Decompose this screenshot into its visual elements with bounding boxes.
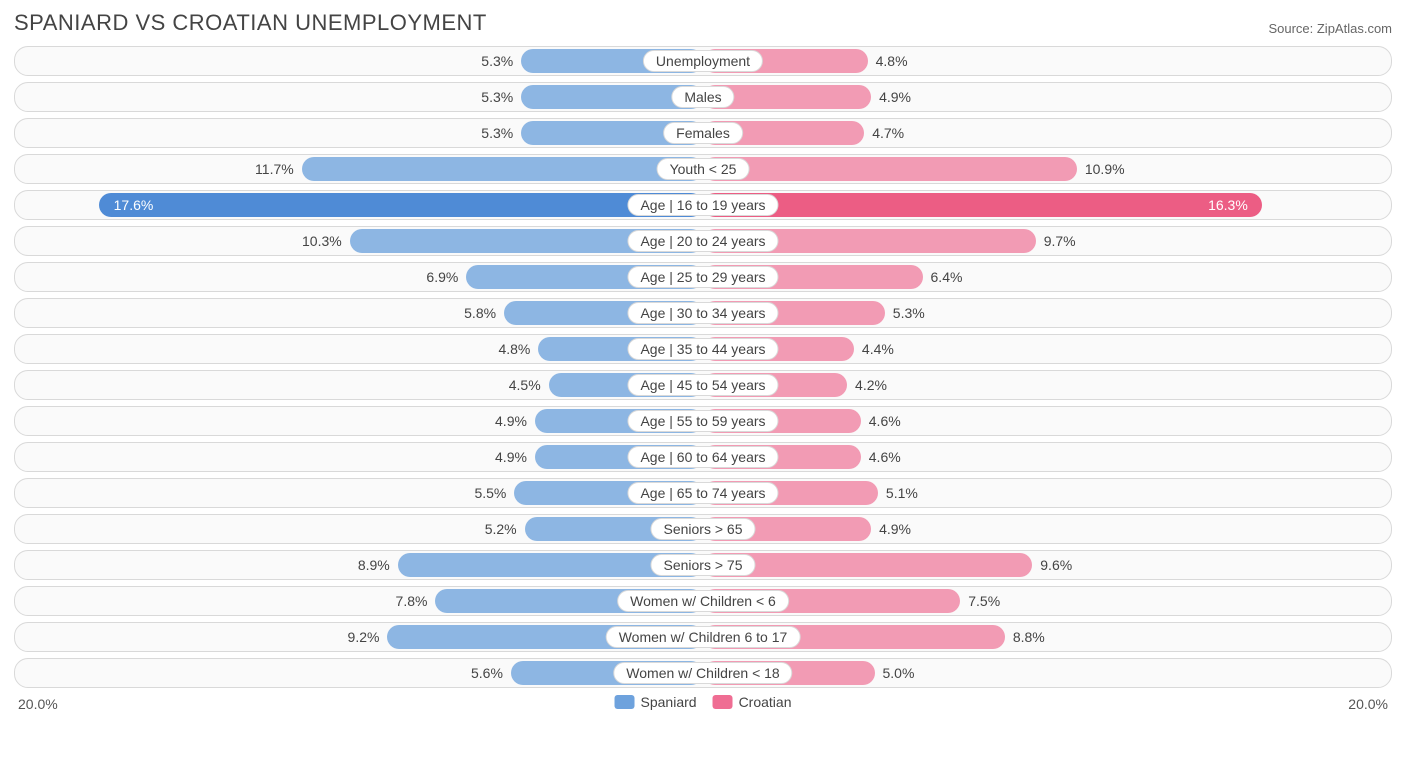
category-label: Age | 20 to 24 years <box>627 230 778 252</box>
chart-row: 7.8% 7.5% Women w/ Children < 6 <box>14 586 1392 616</box>
chart-row: 5.5% 5.1% Age | 65 to 74 years <box>14 478 1392 508</box>
value-right: 9.7% <box>1044 229 1076 253</box>
legend-item-left: Spaniard <box>615 694 697 710</box>
value-right: 4.7% <box>872 121 904 145</box>
value-right: 5.1% <box>886 481 918 505</box>
value-left: 5.3% <box>481 121 513 145</box>
legend-label-right: Croatian <box>739 694 792 710</box>
category-label: Women w/ Children < 6 <box>617 590 789 612</box>
value-left: 5.6% <box>471 661 503 685</box>
value-right: 9.6% <box>1040 553 1072 577</box>
category-label: Age | 60 to 64 years <box>627 446 778 468</box>
value-right: 4.8% <box>876 49 908 73</box>
category-label: Age | 30 to 34 years <box>627 302 778 324</box>
axis-max-left: 20.0% <box>18 696 58 712</box>
value-left: 5.3% <box>481 85 513 109</box>
chart-row: 9.2% 8.8% Women w/ Children 6 to 17 <box>14 622 1392 652</box>
source-label: Source: ZipAtlas.com <box>1268 21 1392 36</box>
value-left: 11.7% <box>255 157 294 181</box>
value-right: 4.6% <box>869 409 901 433</box>
value-left: 4.5% <box>509 373 541 397</box>
butterfly-chart: 5.3% 4.8% Unemployment 5.3% 4.9% Males 5.3% 4.7… <box>14 46 1392 688</box>
value-right: 6.4% <box>931 265 963 289</box>
value-right: 8.8% <box>1013 625 1045 649</box>
chart-row: 5.8% 5.3% Age | 30 to 34 years <box>14 298 1392 328</box>
value-right: 5.3% <box>893 301 925 325</box>
chart-row: 5.2% 4.9% Seniors > 65 <box>14 514 1392 544</box>
header: SPANIARD VS CROATIAN UNEMPLOYMENT Source… <box>14 10 1392 36</box>
value-left: 4.9% <box>495 409 527 433</box>
category-label: Age | 55 to 59 years <box>627 410 778 432</box>
category-label: Females <box>663 122 743 144</box>
bar-left <box>302 157 703 181</box>
chart-row: 17.6% 16.3% Age | 16 to 19 years <box>14 190 1392 220</box>
chart-row: 4.9% 4.6% Age | 60 to 64 years <box>14 442 1392 472</box>
legend-swatch-left <box>615 695 635 709</box>
chart-row: 6.9% 6.4% Age | 25 to 29 years <box>14 262 1392 292</box>
value-left: 5.3% <box>481 49 513 73</box>
chart-row: 8.9% 9.6% Seniors > 75 <box>14 550 1392 580</box>
chart-row: 5.6% 5.0% Women w/ Children < 18 <box>14 658 1392 688</box>
value-left: 7.8% <box>396 589 428 613</box>
chart-row: 4.5% 4.2% Age | 45 to 54 years <box>14 370 1392 400</box>
category-label: Women w/ Children < 18 <box>613 662 792 684</box>
category-label: Youth < 25 <box>657 158 750 180</box>
chart-row: 5.3% 4.9% Males <box>14 82 1392 112</box>
category-label: Unemployment <box>643 50 763 72</box>
value-right: 4.4% <box>862 337 894 361</box>
value-left: 5.8% <box>464 301 496 325</box>
value-left: 4.9% <box>495 445 527 469</box>
legend: Spaniard Croatian <box>615 694 792 710</box>
bar-left <box>99 193 703 217</box>
value-right: 10.9% <box>1085 157 1125 181</box>
category-label: Age | 25 to 29 years <box>627 266 778 288</box>
category-label: Age | 16 to 19 years <box>627 194 778 216</box>
category-label: Age | 65 to 74 years <box>627 482 778 504</box>
category-label: Age | 35 to 44 years <box>627 338 778 360</box>
value-right: 4.9% <box>879 517 911 541</box>
chart-footer: 20.0% Spaniard Croatian 20.0% <box>14 694 1392 720</box>
value-left: 8.9% <box>358 553 390 577</box>
value-right: 16.3% <box>1208 193 1248 217</box>
value-left: 6.9% <box>426 265 458 289</box>
category-label: Males <box>671 86 734 108</box>
page: SPANIARD VS CROATIAN UNEMPLOYMENT Source… <box>0 0 1406 728</box>
value-right: 4.2% <box>855 373 887 397</box>
chart-row: 5.3% 4.8% Unemployment <box>14 46 1392 76</box>
chart-row: 4.8% 4.4% Age | 35 to 44 years <box>14 334 1392 364</box>
axis-max-right: 20.0% <box>1348 696 1388 712</box>
value-right: 7.5% <box>968 589 1000 613</box>
value-right: 5.0% <box>883 661 915 685</box>
value-left: 4.8% <box>498 337 530 361</box>
category-label: Seniors > 75 <box>651 554 756 576</box>
bar-right <box>703 193 1262 217</box>
chart-row: 4.9% 4.6% Age | 55 to 59 years <box>14 406 1392 436</box>
chart-row: 10.3% 9.7% Age | 20 to 24 years <box>14 226 1392 256</box>
legend-label-left: Spaniard <box>641 694 697 710</box>
value-left: 5.2% <box>485 517 517 541</box>
value-left: 17.6% <box>114 193 154 217</box>
chart-row: 11.7% 10.9% Youth < 25 <box>14 154 1392 184</box>
value-left: 10.3% <box>302 229 342 253</box>
value-right: 4.6% <box>869 445 901 469</box>
chart-row: 5.3% 4.7% Females <box>14 118 1392 148</box>
value-left: 5.5% <box>474 481 506 505</box>
category-label: Age | 45 to 54 years <box>627 374 778 396</box>
value-right: 4.9% <box>879 85 911 109</box>
legend-swatch-right <box>713 695 733 709</box>
chart-title: SPANIARD VS CROATIAN UNEMPLOYMENT <box>14 10 487 36</box>
category-label: Seniors > 65 <box>651 518 756 540</box>
value-left: 9.2% <box>348 625 380 649</box>
bar-right <box>703 157 1077 181</box>
category-label: Women w/ Children 6 to 17 <box>606 626 801 648</box>
legend-item-right: Croatian <box>713 694 792 710</box>
